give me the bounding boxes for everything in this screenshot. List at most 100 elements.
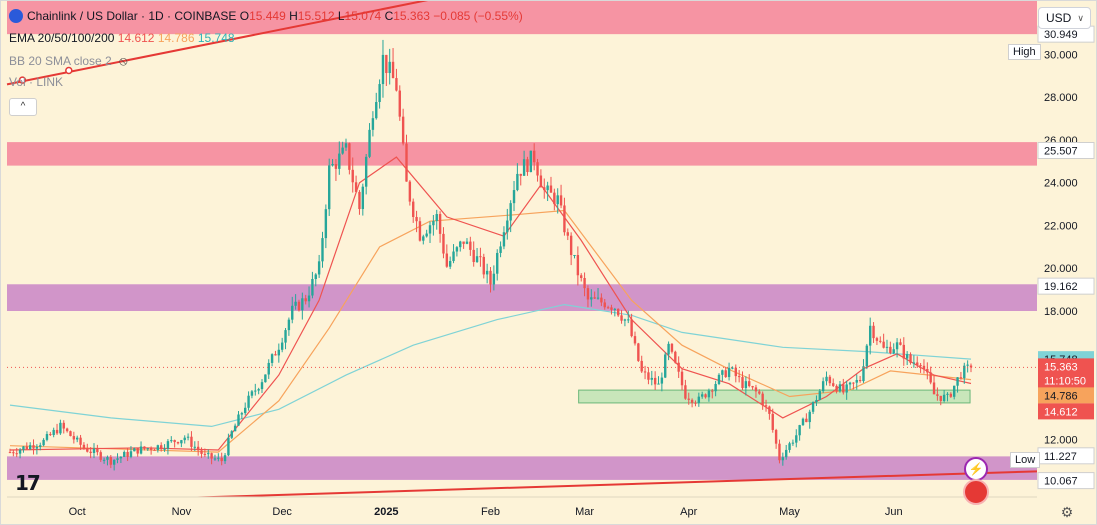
candle-body	[112, 459, 116, 465]
lightning-icon[interactable]: ⚡	[964, 457, 988, 481]
candle-body	[576, 254, 580, 276]
candle-body	[200, 450, 203, 454]
candle-body	[116, 458, 119, 460]
candle-body	[348, 143, 351, 170]
candle-body	[378, 84, 381, 103]
price-label-high: 30.949	[1044, 29, 1078, 41]
candle-body	[784, 449, 788, 458]
candle-body	[160, 445, 163, 450]
candle-body	[845, 384, 848, 393]
candle-body	[727, 367, 731, 378]
trend-layer[interactable]	[6, 1, 1038, 505]
candle-body	[868, 325, 872, 346]
ema200-line	[9, 303, 972, 428]
candle-body	[422, 236, 425, 241]
candle-body	[173, 440, 176, 443]
candle-body	[25, 446, 29, 450]
candle-body	[109, 457, 113, 465]
candle-body	[220, 457, 223, 462]
collapse-legend-button[interactable]: ^	[9, 98, 37, 116]
price-tick-label: 28.000	[1044, 92, 1078, 104]
candle-body	[149, 448, 153, 450]
low-label: Low	[1010, 452, 1041, 468]
candle-body	[398, 90, 401, 117]
currency-select[interactable]: USD ∨	[1038, 7, 1091, 29]
candle-body	[8, 452, 12, 454]
candle-body	[415, 216, 418, 222]
ohlc-change: −0.085 (−0.55%)	[433, 9, 523, 23]
time-tick-label: Nov	[172, 506, 192, 518]
candle-body	[334, 164, 338, 169]
time-tick-label: Jun	[885, 506, 903, 518]
candle-body	[136, 448, 139, 454]
ema200-value: 15.748	[197, 31, 235, 45]
candle-body	[146, 448, 149, 450]
bb-legend[interactable]: BB 20 SMA close 2 ⦸	[9, 53, 128, 69]
candle-body	[170, 440, 173, 442]
candle-body	[317, 261, 321, 275]
candle-body	[748, 381, 751, 387]
candle-body	[963, 365, 966, 379]
candle-body	[207, 453, 210, 455]
price-label-bg	[1037, 277, 1095, 295]
candle-body	[818, 391, 821, 400]
candle-body	[233, 425, 237, 432]
candle-body	[690, 399, 694, 403]
candle-body	[711, 390, 714, 392]
candle-body	[677, 362, 680, 372]
candle-body	[808, 411, 811, 423]
gear-icon[interactable]: ⚙	[1060, 504, 1074, 520]
eye-off-icon[interactable]: ⦸	[119, 53, 128, 68]
candle-body	[885, 346, 889, 348]
candle-body	[707, 390, 711, 398]
candle-body	[442, 233, 445, 254]
candle-body	[553, 192, 556, 205]
ema50-value: 14.786	[157, 31, 195, 45]
candle-body	[287, 319, 291, 331]
chevron-down-icon: ∨	[1077, 13, 1084, 23]
vol-legend[interactable]: Vol · LINK	[9, 75, 63, 89]
candle-body	[966, 364, 969, 366]
candle-body	[381, 54, 385, 85]
candle-body	[32, 445, 35, 449]
candle-body	[274, 354, 277, 356]
candle-body	[260, 382, 264, 390]
candle-body	[650, 377, 653, 380]
candle-body	[616, 308, 620, 316]
candle-body	[882, 341, 885, 348]
trend-handle	[65, 66, 73, 75]
price-label-plain: 19.162	[1044, 281, 1078, 293]
candle-body	[586, 288, 590, 300]
candle-body	[848, 382, 852, 385]
candle-body	[506, 220, 509, 233]
candle-body	[590, 297, 593, 300]
candle-body	[264, 374, 267, 383]
candle-body	[664, 354, 667, 378]
us-flag-icon[interactable]	[963, 479, 989, 505]
candle-body	[660, 377, 664, 384]
ema-legend[interactable]: EMA 20/50/100/200 14.612 14.786 15.748	[9, 31, 235, 45]
candle-body	[737, 376, 741, 378]
candle-body	[291, 305, 294, 320]
candle-body	[600, 297, 603, 303]
candle-body	[546, 185, 549, 191]
candle-body	[862, 366, 865, 382]
tradingview-logo-icon[interactable]: 17	[15, 471, 41, 495]
price-label-bg	[1038, 387, 1094, 404]
candle-body	[852, 382, 855, 384]
candle-body	[462, 241, 465, 244]
candle-body	[277, 349, 281, 356]
candle-body	[815, 399, 818, 403]
price-tick-label: 12.000	[1044, 434, 1078, 446]
candle-body	[895, 342, 899, 350]
time-tick-label: 2025	[374, 506, 398, 518]
candle-body	[714, 383, 717, 392]
candle-body	[438, 214, 442, 234]
candle-body	[139, 446, 143, 454]
candle-body	[566, 232, 569, 236]
candle-body	[82, 444, 86, 449]
candle-body	[771, 413, 774, 430]
